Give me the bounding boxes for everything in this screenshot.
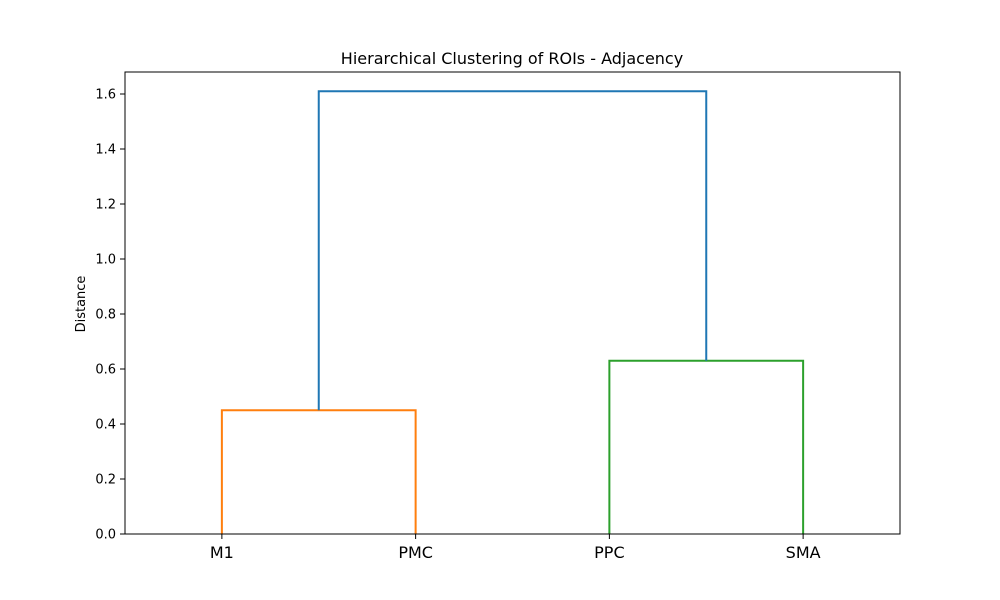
dendrogram-link-1 bbox=[220, 409, 417, 534]
y-axis-ticks: 0.0 0.2 0.4 0.6 0.8 1.0 1.2 1.4 1.6 bbox=[95, 88, 125, 543]
x-axis-ticks: M1 PMC PPC SMA bbox=[210, 534, 821, 562]
leaf-label-pmc: PMC bbox=[398, 543, 433, 562]
y-tick-label: 1.4 bbox=[95, 143, 116, 158]
dendrogram-links bbox=[220, 90, 805, 534]
plot-frame bbox=[124, 71, 901, 535]
dendrogram-link-3 bbox=[317, 90, 708, 411]
y-axis-label: Distance bbox=[74, 276, 89, 333]
dendrogram-link-2 bbox=[608, 359, 805, 534]
y-tick-label: 1.2 bbox=[95, 198, 116, 213]
y-tick-label: 0.6 bbox=[95, 363, 116, 378]
leaf-label-sma: SMA bbox=[786, 543, 821, 562]
y-tick-label: 1.0 bbox=[95, 253, 116, 268]
y-tick-label: 0.4 bbox=[95, 418, 116, 433]
y-tick-label: 0.8 bbox=[95, 308, 116, 323]
leaf-label-m1: M1 bbox=[210, 543, 234, 562]
y-tick-label: 0.2 bbox=[95, 473, 116, 488]
y-tick-label: 1.6 bbox=[95, 88, 116, 103]
chart-title: Hierarchical Clustering of ROIs - Adjace… bbox=[341, 49, 683, 68]
leaf-label-ppc: PPC bbox=[594, 543, 624, 562]
y-tick-label: 0.0 bbox=[95, 528, 116, 543]
